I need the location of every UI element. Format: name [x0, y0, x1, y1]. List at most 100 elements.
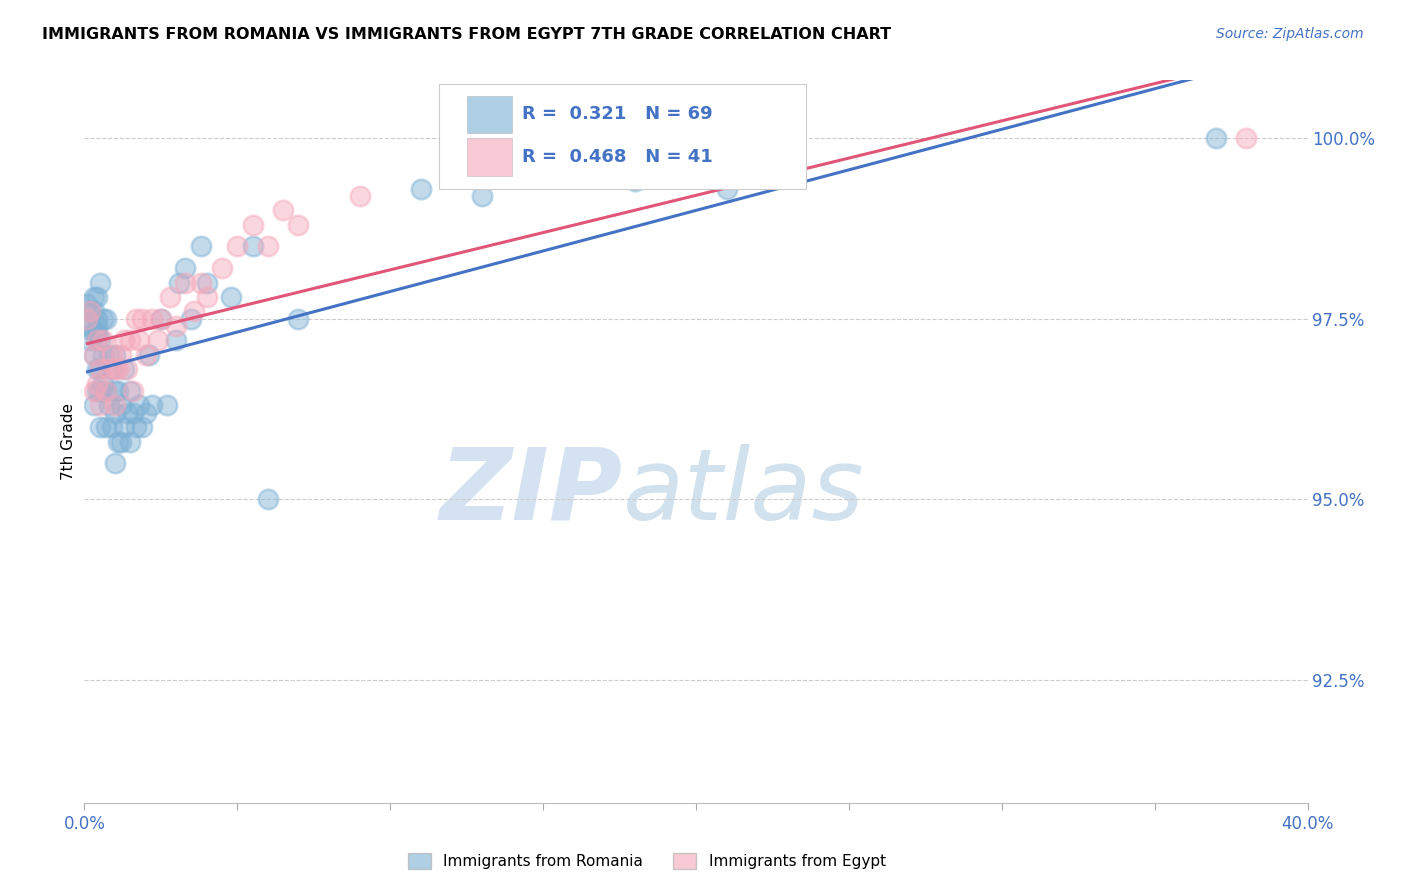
- Point: [76, 297, 98, 311]
- Point: [471, 189, 494, 203]
- Point: [94, 384, 117, 398]
- Point: [122, 406, 145, 420]
- Point: [79, 304, 101, 318]
- Point: [91, 348, 114, 362]
- Point: [89, 276, 111, 290]
- Point: [89, 420, 111, 434]
- Point: [120, 384, 142, 398]
- Point: [165, 334, 187, 348]
- Point: [83, 348, 105, 362]
- Point: [76, 311, 98, 326]
- Point: [104, 406, 127, 420]
- Point: [97, 348, 120, 362]
- Point: [79, 318, 101, 333]
- Point: [86, 334, 108, 348]
- Point: [112, 334, 135, 348]
- Point: [149, 311, 172, 326]
- Point: [107, 362, 129, 376]
- Point: [101, 362, 124, 376]
- Point: [149, 311, 172, 326]
- Point: [76, 311, 98, 326]
- FancyBboxPatch shape: [439, 84, 806, 189]
- Text: atlas: atlas: [623, 443, 865, 541]
- Point: [131, 311, 153, 326]
- Point: [174, 276, 197, 290]
- Text: Source: ZipAtlas.com: Source: ZipAtlas.com: [1216, 27, 1364, 41]
- Point: [159, 290, 181, 304]
- Point: [97, 362, 120, 376]
- Point: [135, 406, 157, 420]
- Point: [115, 362, 138, 376]
- Point: [131, 420, 153, 434]
- Text: R =  0.468   N = 41: R = 0.468 N = 41: [522, 148, 713, 166]
- Legend: Immigrants from Romania, Immigrants from Egypt: Immigrants from Romania, Immigrants from…: [402, 847, 891, 875]
- Point: [146, 334, 169, 348]
- FancyBboxPatch shape: [467, 138, 513, 176]
- Point: [101, 348, 124, 362]
- Point: [125, 420, 148, 434]
- Point: [79, 334, 101, 348]
- Point: [287, 218, 309, 232]
- Point: [120, 334, 142, 348]
- Point: [135, 348, 157, 362]
- Point: [125, 311, 148, 326]
- Point: [89, 362, 111, 376]
- Point: [101, 420, 124, 434]
- Point: [107, 384, 129, 398]
- Point: [1236, 131, 1258, 145]
- Point: [349, 189, 371, 203]
- Point: [141, 311, 163, 326]
- Y-axis label: 7th Grade: 7th Grade: [60, 403, 76, 480]
- Point: [83, 304, 105, 318]
- Point: [83, 326, 105, 340]
- Point: [89, 362, 111, 376]
- Point: [226, 239, 249, 253]
- Point: [83, 384, 105, 398]
- Point: [190, 276, 212, 290]
- Point: [104, 456, 127, 470]
- Point: [180, 311, 202, 326]
- Point: [83, 290, 105, 304]
- Point: [195, 290, 218, 304]
- Point: [94, 384, 117, 398]
- Point: [86, 326, 108, 340]
- Point: [287, 311, 309, 326]
- Point: [104, 398, 127, 412]
- Point: [257, 239, 280, 253]
- Point: [94, 311, 117, 326]
- Point: [165, 318, 187, 333]
- Point: [271, 203, 294, 218]
- Point: [242, 239, 264, 253]
- Point: [128, 398, 150, 412]
- Point: [409, 181, 432, 195]
- FancyBboxPatch shape: [467, 95, 513, 133]
- Point: [122, 384, 145, 398]
- Point: [86, 334, 108, 348]
- Point: [120, 434, 142, 449]
- Point: [716, 181, 738, 195]
- Point: [89, 334, 111, 348]
- Point: [115, 406, 138, 420]
- Point: [112, 420, 135, 434]
- Point: [183, 304, 205, 318]
- Point: [86, 290, 108, 304]
- Point: [110, 348, 132, 362]
- Point: [86, 376, 108, 391]
- Point: [195, 276, 218, 290]
- Point: [112, 362, 135, 376]
- Point: [83, 398, 105, 412]
- Point: [104, 384, 127, 398]
- Point: [97, 398, 120, 412]
- Point: [89, 398, 111, 412]
- Point: [86, 384, 108, 398]
- Point: [156, 398, 179, 412]
- Point: [104, 362, 127, 376]
- Point: [1205, 131, 1227, 145]
- Point: [128, 334, 150, 348]
- Point: [79, 304, 101, 318]
- Point: [104, 348, 127, 362]
- Point: [86, 311, 108, 326]
- Point: [141, 398, 163, 412]
- Point: [167, 276, 190, 290]
- Point: [257, 492, 280, 507]
